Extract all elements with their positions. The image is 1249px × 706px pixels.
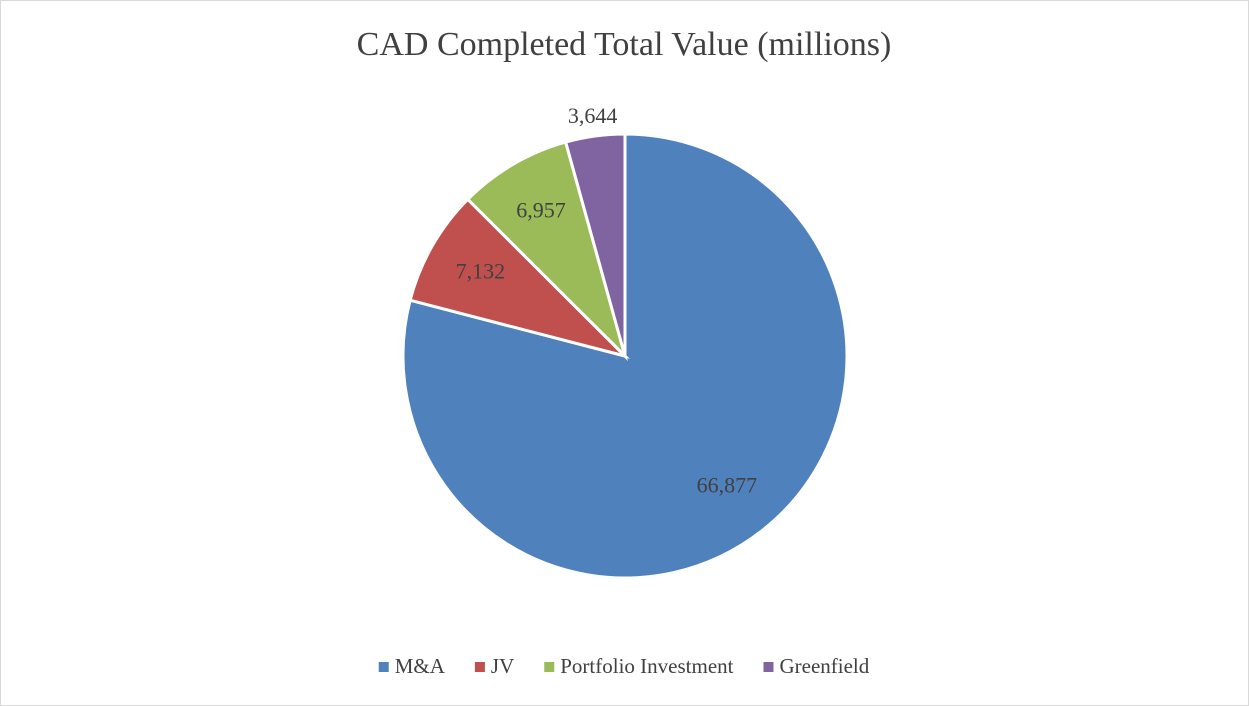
data-label: 7,132	[456, 258, 506, 283]
data-label: 66,877	[697, 473, 758, 498]
chart-title: CAD Completed Total Value (millions)	[357, 26, 892, 63]
legend-label: M&A	[395, 654, 446, 678]
data-label: 3,644	[568, 103, 618, 128]
data-label: 6,957	[516, 197, 566, 222]
legend-swatch	[474, 662, 485, 672]
legend-label: Portfolio Investment	[560, 654, 733, 678]
pie-slice	[408, 197, 630, 359]
legend-swatch	[544, 662, 555, 672]
legend-swatch	[763, 662, 774, 672]
legend-label: Greenfield	[779, 654, 869, 678]
legend-label: JV	[491, 654, 514, 678]
legend-swatch	[378, 662, 389, 672]
pie-slice	[563, 132, 627, 357]
pie-slice	[465, 140, 628, 362]
